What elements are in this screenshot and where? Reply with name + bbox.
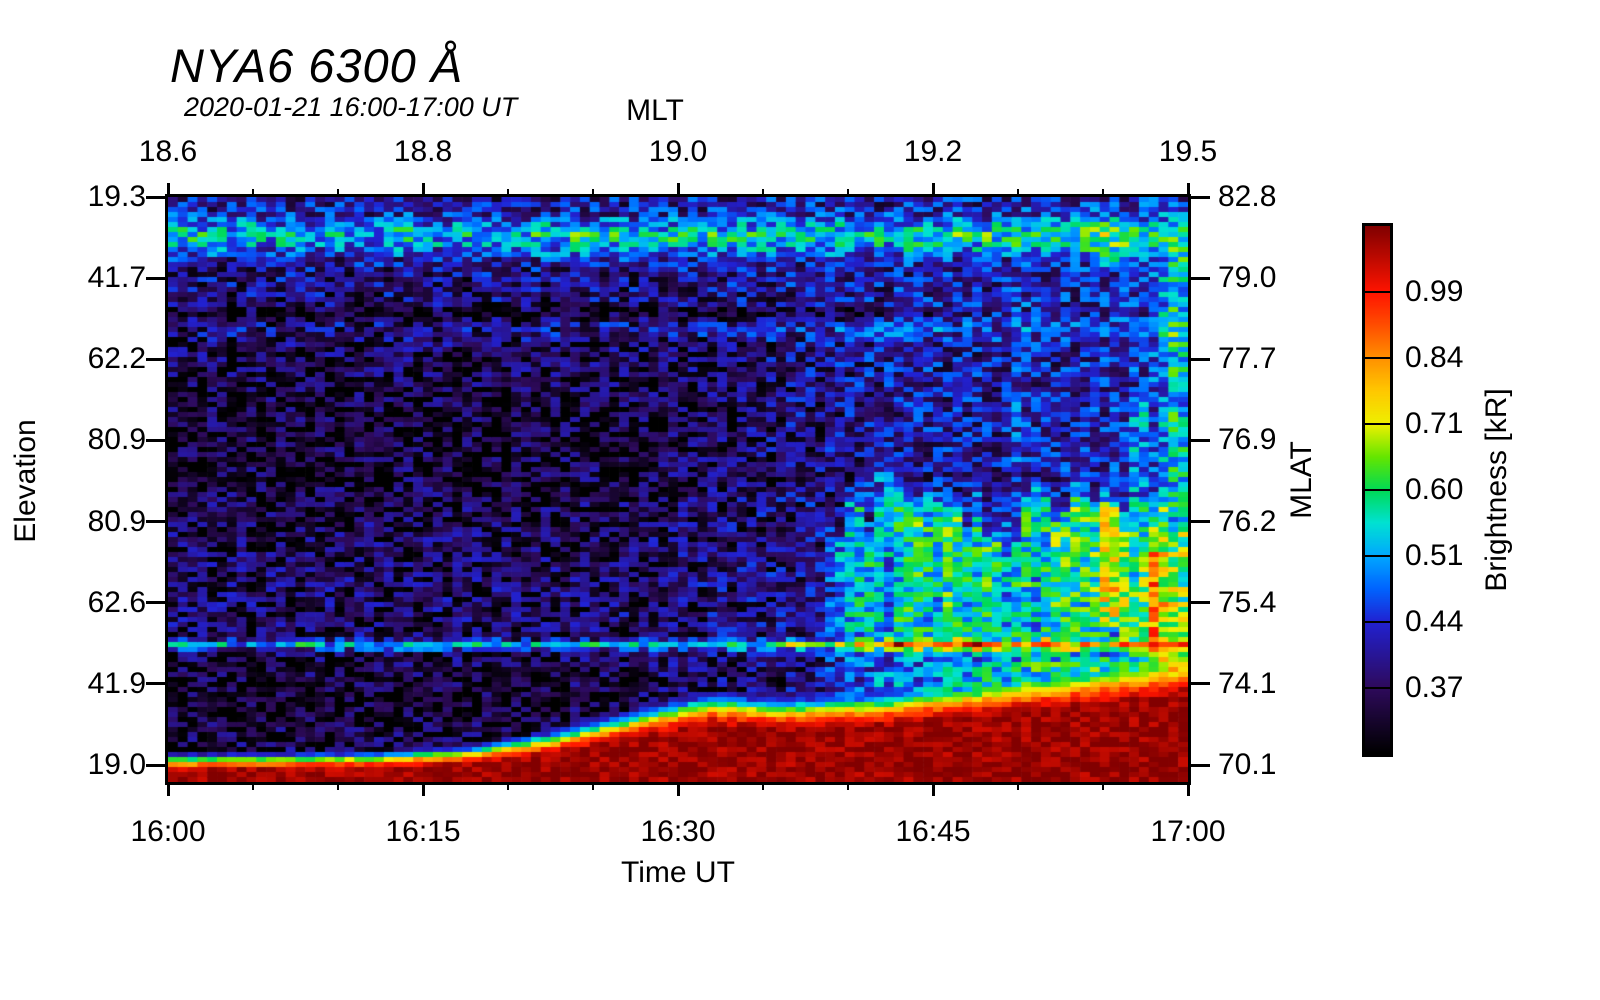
- bottom-tick-label: 16:15: [385, 815, 461, 848]
- right-tick-label: 75.4: [1218, 585, 1277, 619]
- bottom-minor-tick: [761, 782, 764, 790]
- bottom-tick-label: 17:00: [1150, 815, 1226, 848]
- bottom-axis-title: Time UT: [621, 856, 735, 889]
- bottom-minor-tick: [847, 782, 850, 790]
- top-tick-label: 18.8: [393, 135, 453, 168]
- left-major-tick: [146, 682, 168, 686]
- bottom-minor-tick: [506, 782, 509, 790]
- right-tick-label: 70.1: [1218, 748, 1277, 782]
- colorbar-tick-label: 0.99: [1405, 275, 1464, 308]
- bottom-minor-tick: [251, 782, 254, 790]
- colorbar-divider: [1365, 423, 1390, 425]
- bottom-minor-tick: [337, 782, 340, 790]
- top-axis-title: MLT: [626, 94, 684, 127]
- top-tick-label: 18.6: [138, 135, 198, 168]
- bottom-minor-tick: [1016, 782, 1019, 790]
- left-tick-label: 62.6: [87, 585, 146, 619]
- right-major-tick: [1188, 276, 1210, 280]
- left-major-tick: [146, 520, 168, 524]
- left-major-tick: [146, 276, 168, 280]
- top-minor-tick: [847, 189, 850, 197]
- bottom-major-tick: [676, 782, 680, 796]
- bottom-tick-label: 16:00: [130, 815, 206, 848]
- top-minor-tick: [506, 189, 509, 197]
- colorbar-divider: [1365, 357, 1390, 359]
- right-tick-label: 76.9: [1218, 423, 1277, 457]
- right-major-tick: [1188, 601, 1210, 605]
- right-tick-label: 74.1: [1218, 666, 1277, 700]
- chart-title: NYA6 6300 Å: [170, 39, 464, 92]
- bottom-major-tick: [166, 782, 170, 796]
- top-major-tick: [1186, 183, 1190, 197]
- left-tick-label: 80.9: [87, 504, 146, 538]
- bottom-major-tick: [1186, 782, 1190, 796]
- colorbar-tick-label: 0.60: [1405, 473, 1464, 506]
- colorbar-frame: [1362, 223, 1393, 757]
- top-minor-tick: [1016, 189, 1019, 197]
- left-major-tick: [146, 357, 168, 361]
- right-tick-label: 76.2: [1218, 504, 1277, 538]
- right-major-tick: [1188, 195, 1210, 199]
- left-tick-label: 19.0: [87, 748, 146, 782]
- colorbar-tick-label: 0.37: [1405, 671, 1464, 704]
- plot-frame: [165, 194, 1191, 785]
- left-major-tick: [146, 438, 168, 442]
- left-major-tick: [146, 195, 168, 199]
- colorbar-tick-label: 0.51: [1405, 539, 1464, 572]
- left-tick-label: 41.9: [87, 666, 146, 700]
- colorbar-tick-label: 0.71: [1405, 407, 1464, 440]
- left-axis-title: Elevation: [9, 419, 42, 543]
- left-major-tick: [146, 763, 168, 767]
- bottom-major-tick: [931, 782, 935, 796]
- right-axis-title: MLAT: [1285, 441, 1318, 519]
- colorbar-tick-label: 0.44: [1405, 605, 1464, 638]
- right-major-tick: [1188, 357, 1210, 361]
- bottom-minor-tick: [1102, 782, 1105, 790]
- right-tick-label: 79.0: [1218, 261, 1277, 295]
- right-tick-label: 77.7: [1218, 342, 1277, 376]
- top-minor-tick: [592, 189, 595, 197]
- bottom-major-tick: [421, 782, 425, 796]
- top-major-tick: [421, 183, 425, 197]
- left-tick-label: 19.3: [87, 180, 146, 213]
- bottom-tick-label: 16:30: [640, 815, 716, 848]
- top-major-tick: [931, 183, 935, 197]
- bottom-minor-tick: [592, 782, 595, 790]
- right-major-tick: [1188, 520, 1210, 524]
- right-major-tick: [1188, 763, 1210, 767]
- left-tick-label: 41.7: [87, 261, 146, 295]
- right-major-tick: [1188, 438, 1210, 442]
- left-major-tick: [146, 601, 168, 605]
- top-major-tick: [166, 183, 170, 197]
- top-major-tick: [676, 183, 680, 197]
- left-tick-label: 80.9: [87, 423, 146, 457]
- colorbar-divider: [1365, 291, 1390, 293]
- colorbar-divider: [1365, 687, 1390, 689]
- keogram-canvas: [168, 197, 1188, 782]
- right-major-tick: [1188, 682, 1210, 686]
- top-minor-tick: [761, 189, 764, 197]
- colorbar-tick-label: 0.84: [1405, 341, 1464, 374]
- left-tick-label: 62.2: [87, 342, 146, 376]
- chart-subtitle: 2020-01-21 16:00-17:00 UT: [184, 92, 518, 122]
- top-minor-tick: [251, 189, 254, 197]
- top-tick-label: 19.2: [903, 135, 963, 168]
- colorbar-divider: [1365, 555, 1390, 557]
- top-tick-label: 19.0: [648, 135, 708, 168]
- top-minor-tick: [337, 189, 340, 197]
- bottom-tick-label: 16:45: [895, 815, 971, 848]
- colorbar-divider: [1365, 621, 1390, 623]
- colorbar-title: Brightness [kR]: [1480, 388, 1513, 592]
- colorbar-divider: [1365, 489, 1390, 491]
- top-minor-tick: [1102, 189, 1105, 197]
- right-tick-label: 82.8: [1218, 180, 1277, 213]
- top-tick-label: 19.5: [1158, 135, 1218, 168]
